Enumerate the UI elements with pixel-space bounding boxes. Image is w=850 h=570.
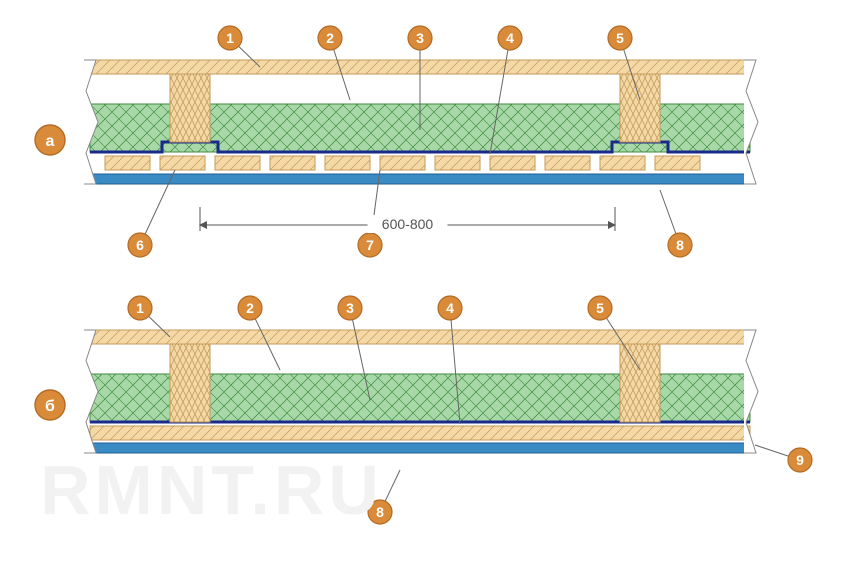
layer-lath xyxy=(325,156,370,170)
joist xyxy=(170,344,210,422)
callout-label: 9 xyxy=(796,452,804,468)
layer-lath xyxy=(215,156,260,170)
diagram-canvas: 1 2 3 4 5 6 7 8 а 600-800 1 2 3 4 5 8 9 б xyxy=(0,0,850,570)
callout-label: 4 xyxy=(506,30,514,46)
layer-lath xyxy=(600,156,645,170)
section-letter: а xyxy=(46,133,55,150)
layer-lath xyxy=(160,156,205,170)
joist xyxy=(620,344,660,422)
layer-top-board xyxy=(90,330,750,344)
callout-label: 7 xyxy=(366,237,374,253)
layer-lath xyxy=(270,156,315,170)
callout-label: 3 xyxy=(346,300,354,316)
layer-blue-plate xyxy=(90,174,750,184)
callout-label: 2 xyxy=(246,300,254,316)
layer-lath xyxy=(655,156,700,170)
layer-lath xyxy=(435,156,480,170)
callout-label: 3 xyxy=(416,30,424,46)
callout-label: 2 xyxy=(326,30,334,46)
callout-label: 8 xyxy=(676,237,684,253)
joist xyxy=(170,74,210,142)
layer-lath xyxy=(490,156,535,170)
layer-lath xyxy=(380,156,425,170)
layer-blue-plate xyxy=(90,443,750,453)
layer-bottom-board xyxy=(90,426,750,440)
section-letter: б xyxy=(45,398,55,415)
callout-label: 1 xyxy=(226,30,234,46)
callout-label: 8 xyxy=(376,504,384,520)
callout-label: 6 xyxy=(136,237,144,253)
joist xyxy=(620,74,660,142)
callout-label: 5 xyxy=(596,300,604,316)
callout-label: 4 xyxy=(446,300,454,316)
dimension-label: 600-800 xyxy=(382,216,434,232)
callout-label: 5 xyxy=(616,30,624,46)
callout-label: 1 xyxy=(136,300,144,316)
layer-lath xyxy=(105,156,150,170)
layer-lath xyxy=(545,156,590,170)
